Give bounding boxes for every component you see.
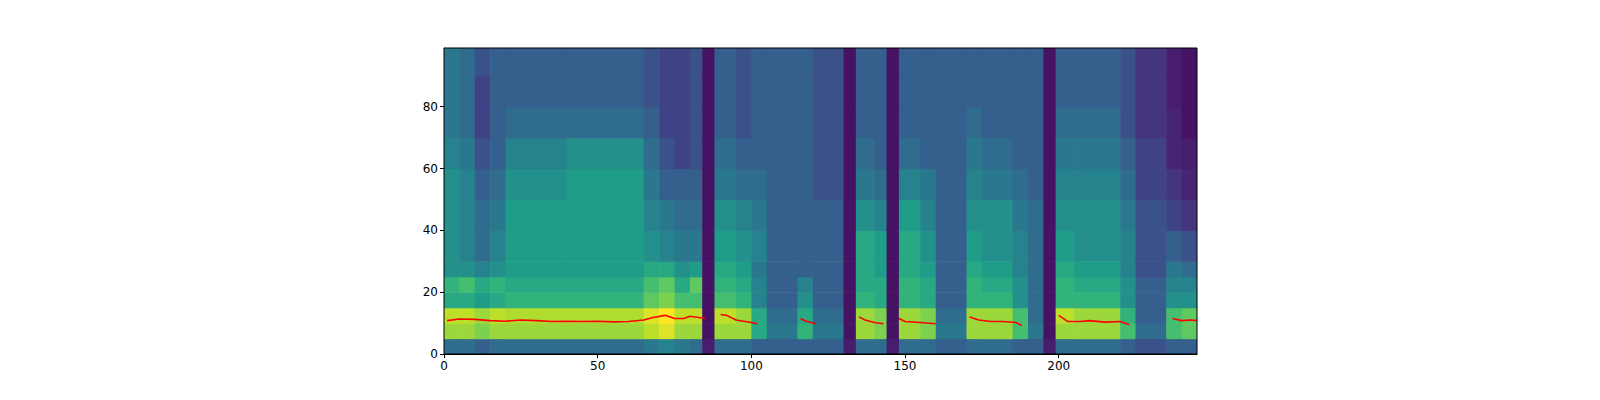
svg-text:0: 0	[430, 347, 438, 361]
svg-text:40: 40	[423, 223, 438, 237]
svg-text:60: 60	[423, 162, 438, 176]
svg-text:150: 150	[894, 359, 917, 373]
svg-text:80: 80	[423, 100, 438, 114]
svg-text:0: 0	[440, 359, 448, 373]
svg-text:50: 50	[590, 359, 605, 373]
svg-text:100: 100	[740, 359, 763, 373]
svg-text:20: 20	[423, 285, 438, 299]
svg-text:200: 200	[1047, 359, 1070, 373]
